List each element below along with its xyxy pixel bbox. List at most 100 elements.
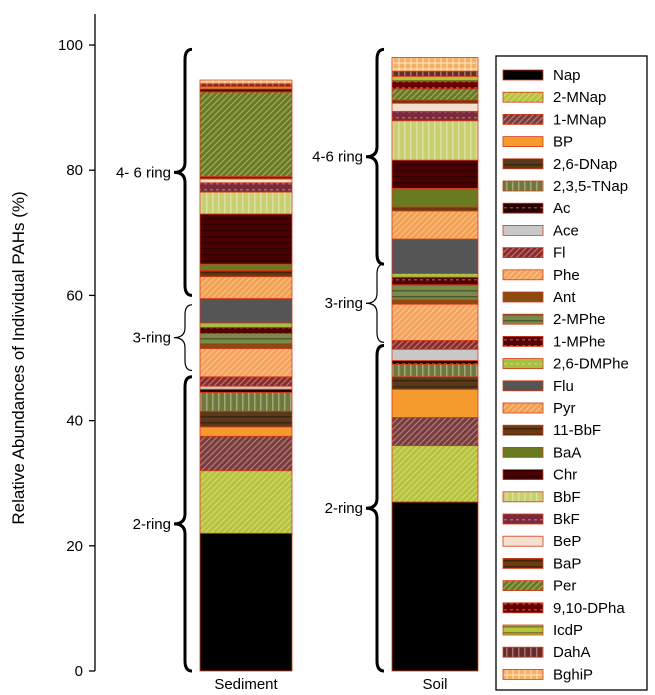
bar-segment-soil-fl	[391, 340, 479, 350]
brace	[173, 304, 193, 372]
bar-segment-soil-per	[391, 88, 479, 101]
bar-segment-sediment-2-6-dmphe	[199, 322, 293, 328]
bar-segment-soil-bbf	[391, 120, 479, 161]
legend-label: 9,10-DPha	[553, 600, 625, 617]
legend-swatch	[502, 114, 544, 125]
ring-label: 3-ring	[325, 295, 363, 312]
ring-label: 2-ring	[325, 500, 363, 517]
legend-swatch	[502, 380, 544, 392]
bar-segment-soil-chr	[391, 159, 479, 189]
legend-label: Flu	[553, 378, 574, 395]
brace	[173, 47, 193, 297]
legend-label: 1-MNap	[553, 111, 606, 128]
y-tick-label: 0	[75, 663, 83, 680]
bar-segment-sediment-11-bbf	[199, 269, 293, 278]
legend-label: Chr	[553, 467, 577, 484]
legend-label: Ant	[553, 289, 576, 306]
bar-segment-soil-flu	[391, 238, 479, 274]
legend-swatch	[502, 446, 544, 458]
legend-label: 2,6-DNap	[553, 156, 617, 173]
legend-swatch	[502, 269, 544, 281]
bar-segment-soil-baa	[391, 187, 479, 208]
bar-segment-sediment-2-mnap	[199, 470, 293, 534]
bar-segment-sediment-chr	[199, 213, 293, 265]
legend-swatch	[502, 513, 544, 525]
bar-segment-soil-nap	[391, 501, 479, 672]
legend-label: 2-MNap	[553, 89, 606, 106]
legend-swatch	[502, 535, 544, 547]
ring-label: 2-ring	[133, 516, 171, 533]
legend-label: BaA	[553, 444, 581, 461]
bar-segment-sediment-pyr	[199, 276, 293, 299]
legend-box	[495, 55, 648, 691]
legend-label: Ace	[553, 222, 579, 239]
legend-swatch	[502, 180, 544, 192]
legend-swatch	[502, 580, 544, 591]
legend-label: 2-MPhe	[553, 311, 606, 328]
bar-segment-sediment-2-3-5-tnap	[199, 392, 293, 412]
bar-segment-sediment-2-6-dnap	[199, 410, 293, 428]
legend-swatch	[502, 158, 544, 170]
y-axis-label: Relative Abundances of Individual PAHs (…	[9, 191, 28, 524]
legend-swatch	[502, 291, 544, 303]
bar-segment-sediment-1-mnap	[199, 435, 293, 472]
bar-segment-soil-1-mnap	[391, 417, 479, 447]
legend-label: Pyr	[553, 400, 576, 417]
bar-segment-soil-2-3-5-tnap	[391, 363, 479, 378]
bar-segment-sediment-baa	[199, 263, 293, 271]
bar-segment-soil-1-mphe	[391, 276, 479, 286]
legend-swatch	[502, 424, 544, 436]
legend-swatch	[502, 69, 544, 81]
bar-segment-soil-bkf	[391, 110, 479, 122]
legend-swatch	[502, 313, 544, 325]
legend-label: BeP	[553, 533, 581, 550]
brace	[365, 47, 385, 266]
legend-swatch	[502, 358, 544, 370]
legend-label: BghiP	[553, 666, 593, 683]
bar-segment-soil-bep	[391, 102, 479, 112]
legend-label: DahA	[553, 644, 591, 661]
legend-label: 2,3,5-TNap	[553, 178, 628, 195]
bar-segment-soil-icdp	[391, 75, 479, 82]
bar-segment-sediment-phe	[199, 348, 293, 378]
bar-segment-sediment-bghip	[199, 79, 293, 85]
legend-label: 11-BbF	[553, 422, 601, 439]
legend-swatch	[502, 624, 544, 636]
legend-swatch	[502, 202, 544, 214]
legend-swatch	[502, 491, 544, 503]
legend-label: BaP	[553, 555, 581, 572]
y-tick-label: 40	[66, 413, 83, 430]
bar-segment-sediment-bp	[199, 426, 293, 437]
bar-segment-soil-pyr	[391, 210, 479, 240]
ring-label: 4- 6 ring	[116, 164, 171, 181]
legend-label: Fl	[553, 245, 566, 262]
bar-segment-sediment-bep	[199, 178, 293, 184]
ring-label: 3-ring	[133, 330, 171, 347]
legend-label: Nap	[553, 67, 581, 84]
bar-segment-soil-bap	[391, 99, 479, 104]
bar-segment-sediment-per	[199, 91, 293, 177]
bar-segment-soil-daha	[391, 70, 479, 77]
legend-swatch	[502, 136, 544, 148]
legend-swatch	[502, 469, 544, 481]
bar-segment-soil-bghip	[391, 57, 479, 72]
legend-swatch	[502, 91, 544, 103]
bar-segment-soil-2-mphe	[391, 284, 479, 301]
bar-segment-soil-ac	[391, 360, 479, 365]
bar-segment-soil-ace	[391, 348, 479, 361]
bar-segment-sediment-bbf	[199, 191, 293, 215]
y-tick-label: 100	[58, 37, 83, 54]
ring-annotations: 4- 6 ring 3-ring 2-ring 4-6 ring 3-ring 2-rin…	[116, 47, 385, 673]
bar-segment-sediment-ace	[199, 385, 293, 390]
legend-label: BkF	[553, 511, 580, 528]
brace	[365, 343, 385, 673]
legend-swatch	[502, 335, 544, 347]
bar-segment-sediment-bkf	[199, 182, 293, 193]
y-axis: 0 20 40 60 80 100 Relative Abundances of Indiv…	[9, 14, 96, 680]
legend-swatch	[502, 646, 544, 658]
bar-segment-sediment-nap	[199, 532, 293, 672]
brace	[173, 375, 193, 673]
legend-swatch	[502, 602, 544, 614]
bar-segment-soil-9-10-dpha	[391, 80, 479, 90]
